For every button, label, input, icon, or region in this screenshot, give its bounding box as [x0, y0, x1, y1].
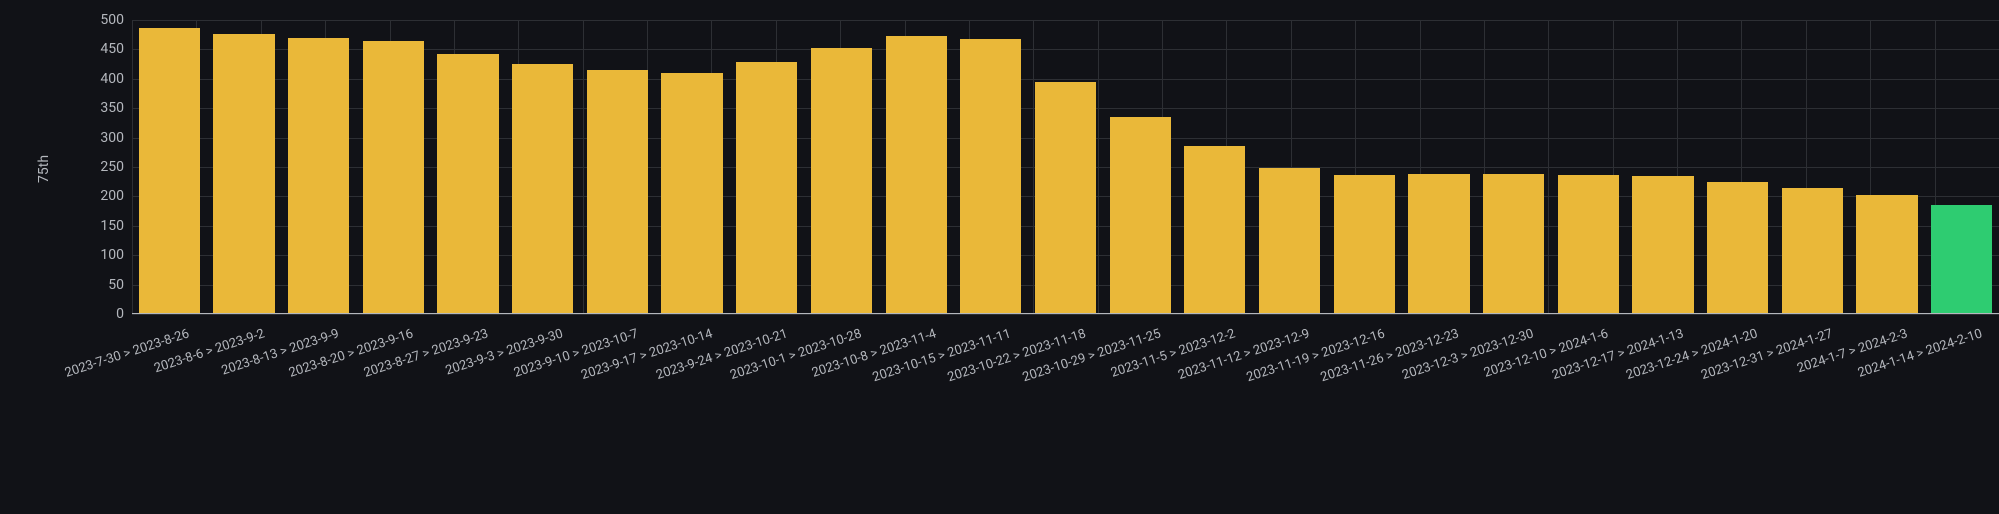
- bar[interactable]: [1632, 176, 1693, 314]
- x-axis-baseline: [132, 313, 1999, 314]
- bar[interactable]: [661, 73, 722, 314]
- bar[interactable]: [437, 54, 498, 314]
- bar[interactable]: [512, 64, 573, 314]
- bar[interactable]: [1184, 146, 1245, 314]
- bar[interactable]: [1259, 168, 1320, 314]
- y-tick-label: 450: [100, 41, 124, 57]
- y-tick-label: 500: [100, 12, 124, 28]
- bar[interactable]: [736, 62, 797, 314]
- x-tick-label: 2023-11-5 > 2023-12-2: [1109, 326, 1237, 380]
- bar[interactable]: [1035, 82, 1096, 314]
- bar[interactable]: [139, 28, 200, 314]
- chart-wrap: 75th 050100150200250300350400450500 2023…: [24, 16, 1975, 498]
- y-tick-label: 100: [100, 247, 124, 263]
- bar[interactable]: [288, 38, 349, 314]
- plot-area: [132, 20, 1999, 314]
- bar[interactable]: [1408, 174, 1469, 314]
- grid-line-h: [132, 314, 1999, 315]
- chart-panel: 75th 050100150200250300350400450500 2023…: [0, 0, 1999, 514]
- y-tick-label: 150: [100, 218, 124, 234]
- bar[interactable]: [587, 70, 648, 314]
- bar[interactable]: [1707, 182, 1768, 314]
- y-tick-label: 250: [100, 159, 124, 175]
- y-tick-label: 50: [108, 277, 124, 293]
- bar[interactable]: [1782, 188, 1843, 314]
- bar[interactable]: [1558, 175, 1619, 314]
- bar[interactable]: [886, 36, 947, 314]
- x-tick-label: 2023-9-10 > 2023-10-7: [512, 326, 640, 380]
- bar[interactable]: [1110, 117, 1171, 314]
- bar[interactable]: [363, 41, 424, 314]
- x-tick-label: 2023-12-10 > 2024-1-6: [1482, 326, 1610, 380]
- x-tick-label: 2024-1-14 > 2024-2-10: [1856, 326, 1984, 380]
- y-axis-ticks: 050100150200250300350400450500: [24, 20, 124, 314]
- y-tick-label: 200: [100, 188, 124, 204]
- y-tick-label: 0: [116, 306, 124, 322]
- y-tick-label: 400: [100, 71, 124, 87]
- x-tick-label: 2023-8-20 > 2023-9-16: [288, 326, 416, 380]
- bar[interactable]: [1856, 195, 1917, 314]
- bar[interactable]: [1483, 174, 1544, 314]
- y-tick-label: 300: [100, 130, 124, 146]
- bars-container: [132, 20, 1999, 314]
- bar[interactable]: [1931, 205, 1992, 314]
- bar[interactable]: [213, 34, 274, 314]
- x-tick-label: 2023-7-30 > 2023-8-26: [63, 326, 191, 380]
- x-tick-label: 2023-8-27 > 2023-9-23: [362, 326, 490, 380]
- bar[interactable]: [960, 39, 1021, 314]
- bar[interactable]: [811, 48, 872, 314]
- bar[interactable]: [1334, 175, 1395, 314]
- y-tick-label: 350: [100, 100, 124, 116]
